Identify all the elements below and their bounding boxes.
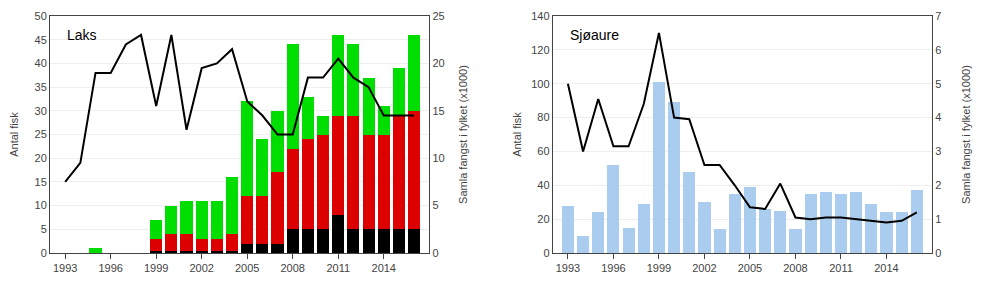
svg-text:35: 35 — [35, 81, 47, 93]
svg-text:100: 100 — [531, 78, 549, 90]
svg-text:30: 30 — [35, 105, 47, 117]
svg-text:Antal fisk: Antal fisk — [511, 112, 523, 157]
svg-text:1993: 1993 — [556, 262, 580, 274]
svg-text:2002: 2002 — [189, 262, 213, 274]
svg-text:Antal fisk: Antal fisk — [8, 112, 20, 157]
svg-text:15: 15 — [35, 176, 47, 188]
svg-text:15: 15 — [432, 105, 444, 117]
svg-text:50: 50 — [35, 10, 47, 22]
svg-text:Samla fangst i fylket (x1000): Samla fangst i fylket (x1000) — [960, 65, 972, 204]
svg-text:10: 10 — [432, 152, 444, 164]
svg-text:2008: 2008 — [783, 262, 807, 274]
svg-text:25: 25 — [432, 10, 444, 22]
svg-text:40: 40 — [537, 179, 549, 191]
svg-text:Laks: Laks — [67, 27, 97, 43]
svg-text:20: 20 — [432, 57, 444, 69]
svg-text:4: 4 — [935, 111, 941, 123]
svg-text:40: 40 — [35, 57, 47, 69]
svg-text:2014: 2014 — [372, 262, 396, 274]
svg-text:2014: 2014 — [874, 262, 898, 274]
svg-text:0: 0 — [543, 247, 549, 259]
svg-text:6: 6 — [935, 44, 941, 56]
svg-text:45: 45 — [35, 34, 47, 46]
svg-text:2008: 2008 — [280, 262, 304, 274]
svg-text:120: 120 — [531, 44, 549, 56]
svg-text:10: 10 — [35, 199, 47, 211]
svg-text:2005: 2005 — [235, 262, 259, 274]
svg-text:2002: 2002 — [692, 262, 716, 274]
svg-text:2011: 2011 — [326, 262, 350, 274]
svg-text:2011: 2011 — [829, 262, 853, 274]
svg-text:0: 0 — [935, 247, 941, 259]
svg-text:2005: 2005 — [738, 262, 762, 274]
svg-text:25: 25 — [35, 128, 47, 140]
svg-text:140: 140 — [531, 10, 549, 22]
svg-text:7: 7 — [935, 10, 941, 22]
svg-text:1993: 1993 — [53, 262, 77, 274]
svg-text:0: 0 — [41, 247, 47, 259]
svg-text:3: 3 — [935, 145, 941, 157]
svg-text:20: 20 — [537, 213, 549, 225]
svg-text:Sjøaure: Sjøaure — [570, 27, 619, 43]
svg-text:80: 80 — [537, 111, 549, 123]
svg-text:1996: 1996 — [98, 262, 122, 274]
svg-text:1999: 1999 — [144, 262, 168, 274]
svg-text:60: 60 — [537, 145, 549, 157]
svg-text:Samla fangst i fylket (x1000): Samla fangst i fylket (x1000) — [457, 65, 469, 204]
svg-text:5: 5 — [41, 223, 47, 235]
svg-text:2: 2 — [935, 179, 941, 191]
svg-text:1: 1 — [935, 213, 941, 225]
svg-text:5: 5 — [935, 78, 941, 90]
svg-text:20: 20 — [35, 152, 47, 164]
svg-text:1996: 1996 — [601, 262, 625, 274]
svg-text:5: 5 — [432, 199, 438, 211]
svg-text:0: 0 — [432, 247, 438, 259]
svg-text:1999: 1999 — [647, 262, 671, 274]
